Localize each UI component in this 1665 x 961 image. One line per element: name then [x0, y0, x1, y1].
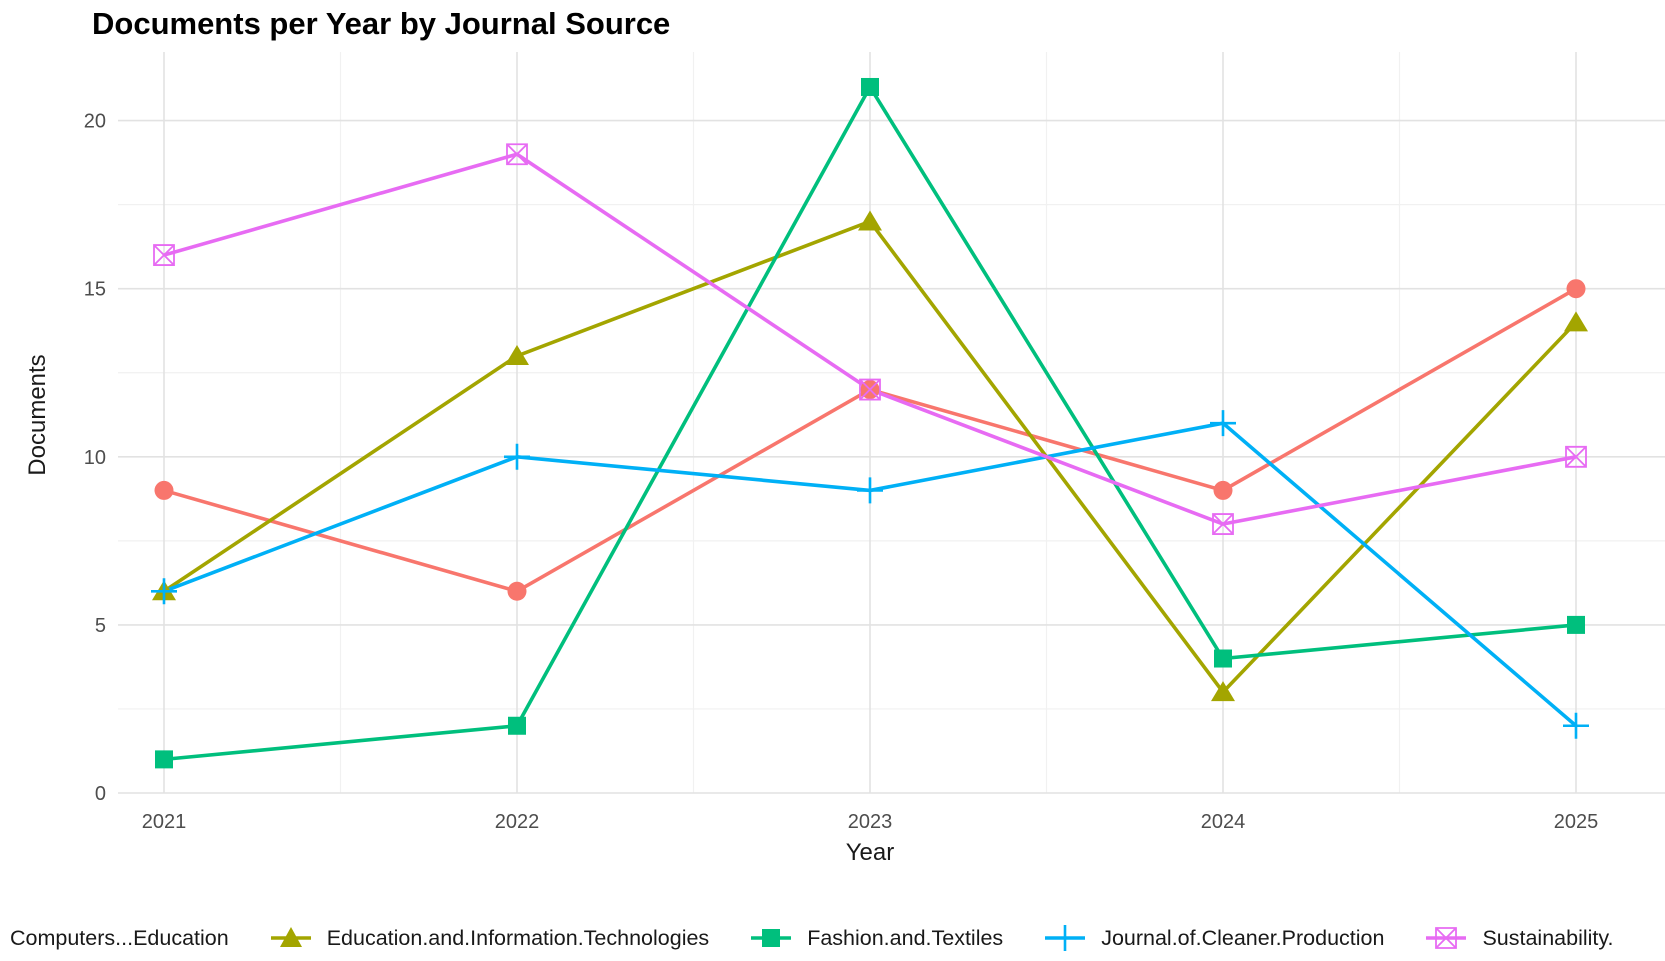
- marker-journal-of-cleaner-production-2021: [151, 578, 177, 605]
- legend-label-education-and-information-technologies: Education.and.Information.Technologies: [326, 925, 710, 950]
- y-axis-title: Documents: [24, 354, 51, 476]
- chart-title: Documents per Year by Journal Source: [92, 6, 671, 41]
- square-x-legend-key-icon: [1426, 927, 1467, 949]
- triangle-icon: [279, 927, 302, 947]
- marker-journal-of-cleaner-production-2025: [1563, 712, 1589, 739]
- plus-legend-key-icon: [1045, 925, 1086, 951]
- marker-computers-education-2025: [1566, 279, 1586, 299]
- x-tick-label-2023: 2023: [848, 811, 893, 833]
- square-legend-key-icon: [751, 929, 792, 947]
- y-tick-label-20: 20: [84, 111, 106, 133]
- marker-computers-education-2024: [1213, 480, 1233, 500]
- marker-journal-of-cleaner-production-2024: [1210, 410, 1236, 437]
- y-tick-label-10: 10: [84, 447, 106, 469]
- legend-label-journal-of-cleaner-production: Journal.of.Cleaner.Production: [1101, 925, 1385, 950]
- plus-icon: [1052, 925, 1079, 951]
- marker-sustainability-2025: [1565, 445, 1587, 468]
- legend-item-sustainability: Sustainability.: [1424, 922, 1614, 954]
- marker-computers-education-2022: [507, 581, 527, 601]
- triangle-legend-key-icon: [270, 927, 311, 947]
- y-tick-label-0: 0: [95, 783, 106, 805]
- marker-fashion-and-textiles-2024: [1214, 649, 1232, 668]
- legend-label-sustainability: Sustainability.: [1482, 925, 1614, 950]
- marker-education-and-information-technologies-2024: [1211, 681, 1235, 702]
- marker-education-and-information-technologies-2022: [505, 344, 529, 365]
- marker-journal-of-cleaner-production-2023: [857, 477, 883, 504]
- legend-label-computers-education: Computers...Education: [10, 925, 229, 950]
- marker-sustainability-2022: [506, 143, 528, 166]
- x-tick-label-2021: 2021: [142, 811, 187, 833]
- x-tick-label-2022: 2022: [495, 811, 540, 833]
- marker-fashion-and-textiles-2025: [1567, 615, 1585, 634]
- legend-item-computers-education: Computers...Education: [10, 926, 229, 951]
- square-x-icon: [1435, 927, 1458, 949]
- marker-computers-education-2021: [154, 480, 174, 500]
- legend-item-education-and-information-technologies: Education.and.Information.Technologies: [269, 922, 709, 954]
- x-axis-title: Year: [845, 839, 895, 866]
- marker-education-and-information-technologies-2025: [1564, 311, 1588, 332]
- legend: Computers...Education Education.and.Infor…: [10, 916, 1614, 960]
- marker-sustainability-2023: [859, 378, 881, 401]
- legend-label-fashion-and-textiles: Fashion.and.Textiles: [807, 925, 1004, 950]
- square-icon: [762, 929, 781, 947]
- x-tick-label-2025: 2025: [1554, 811, 1599, 833]
- marker-education-and-information-technologies-2023: [858, 210, 882, 231]
- marker-fashion-and-textiles-2023: [861, 77, 879, 96]
- x-tick-label-2024: 2024: [1201, 811, 1246, 833]
- y-tick-label-15: 15: [84, 279, 106, 301]
- marker-sustainability-2021: [153, 244, 175, 266]
- y-tick-label-5: 5: [95, 615, 106, 637]
- legend-item-fashion-and-textiles: Fashion.and.Textiles: [749, 922, 1003, 954]
- marker-journal-of-cleaner-production-2022: [504, 443, 530, 470]
- marker-sustainability-2024: [1212, 513, 1234, 535]
- marker-fashion-and-textiles-2021: [155, 750, 173, 769]
- legend-item-journal-of-cleaner-production: Journal.of.Cleaner.Production: [1043, 922, 1384, 954]
- marker-fashion-and-textiles-2022: [508, 716, 526, 735]
